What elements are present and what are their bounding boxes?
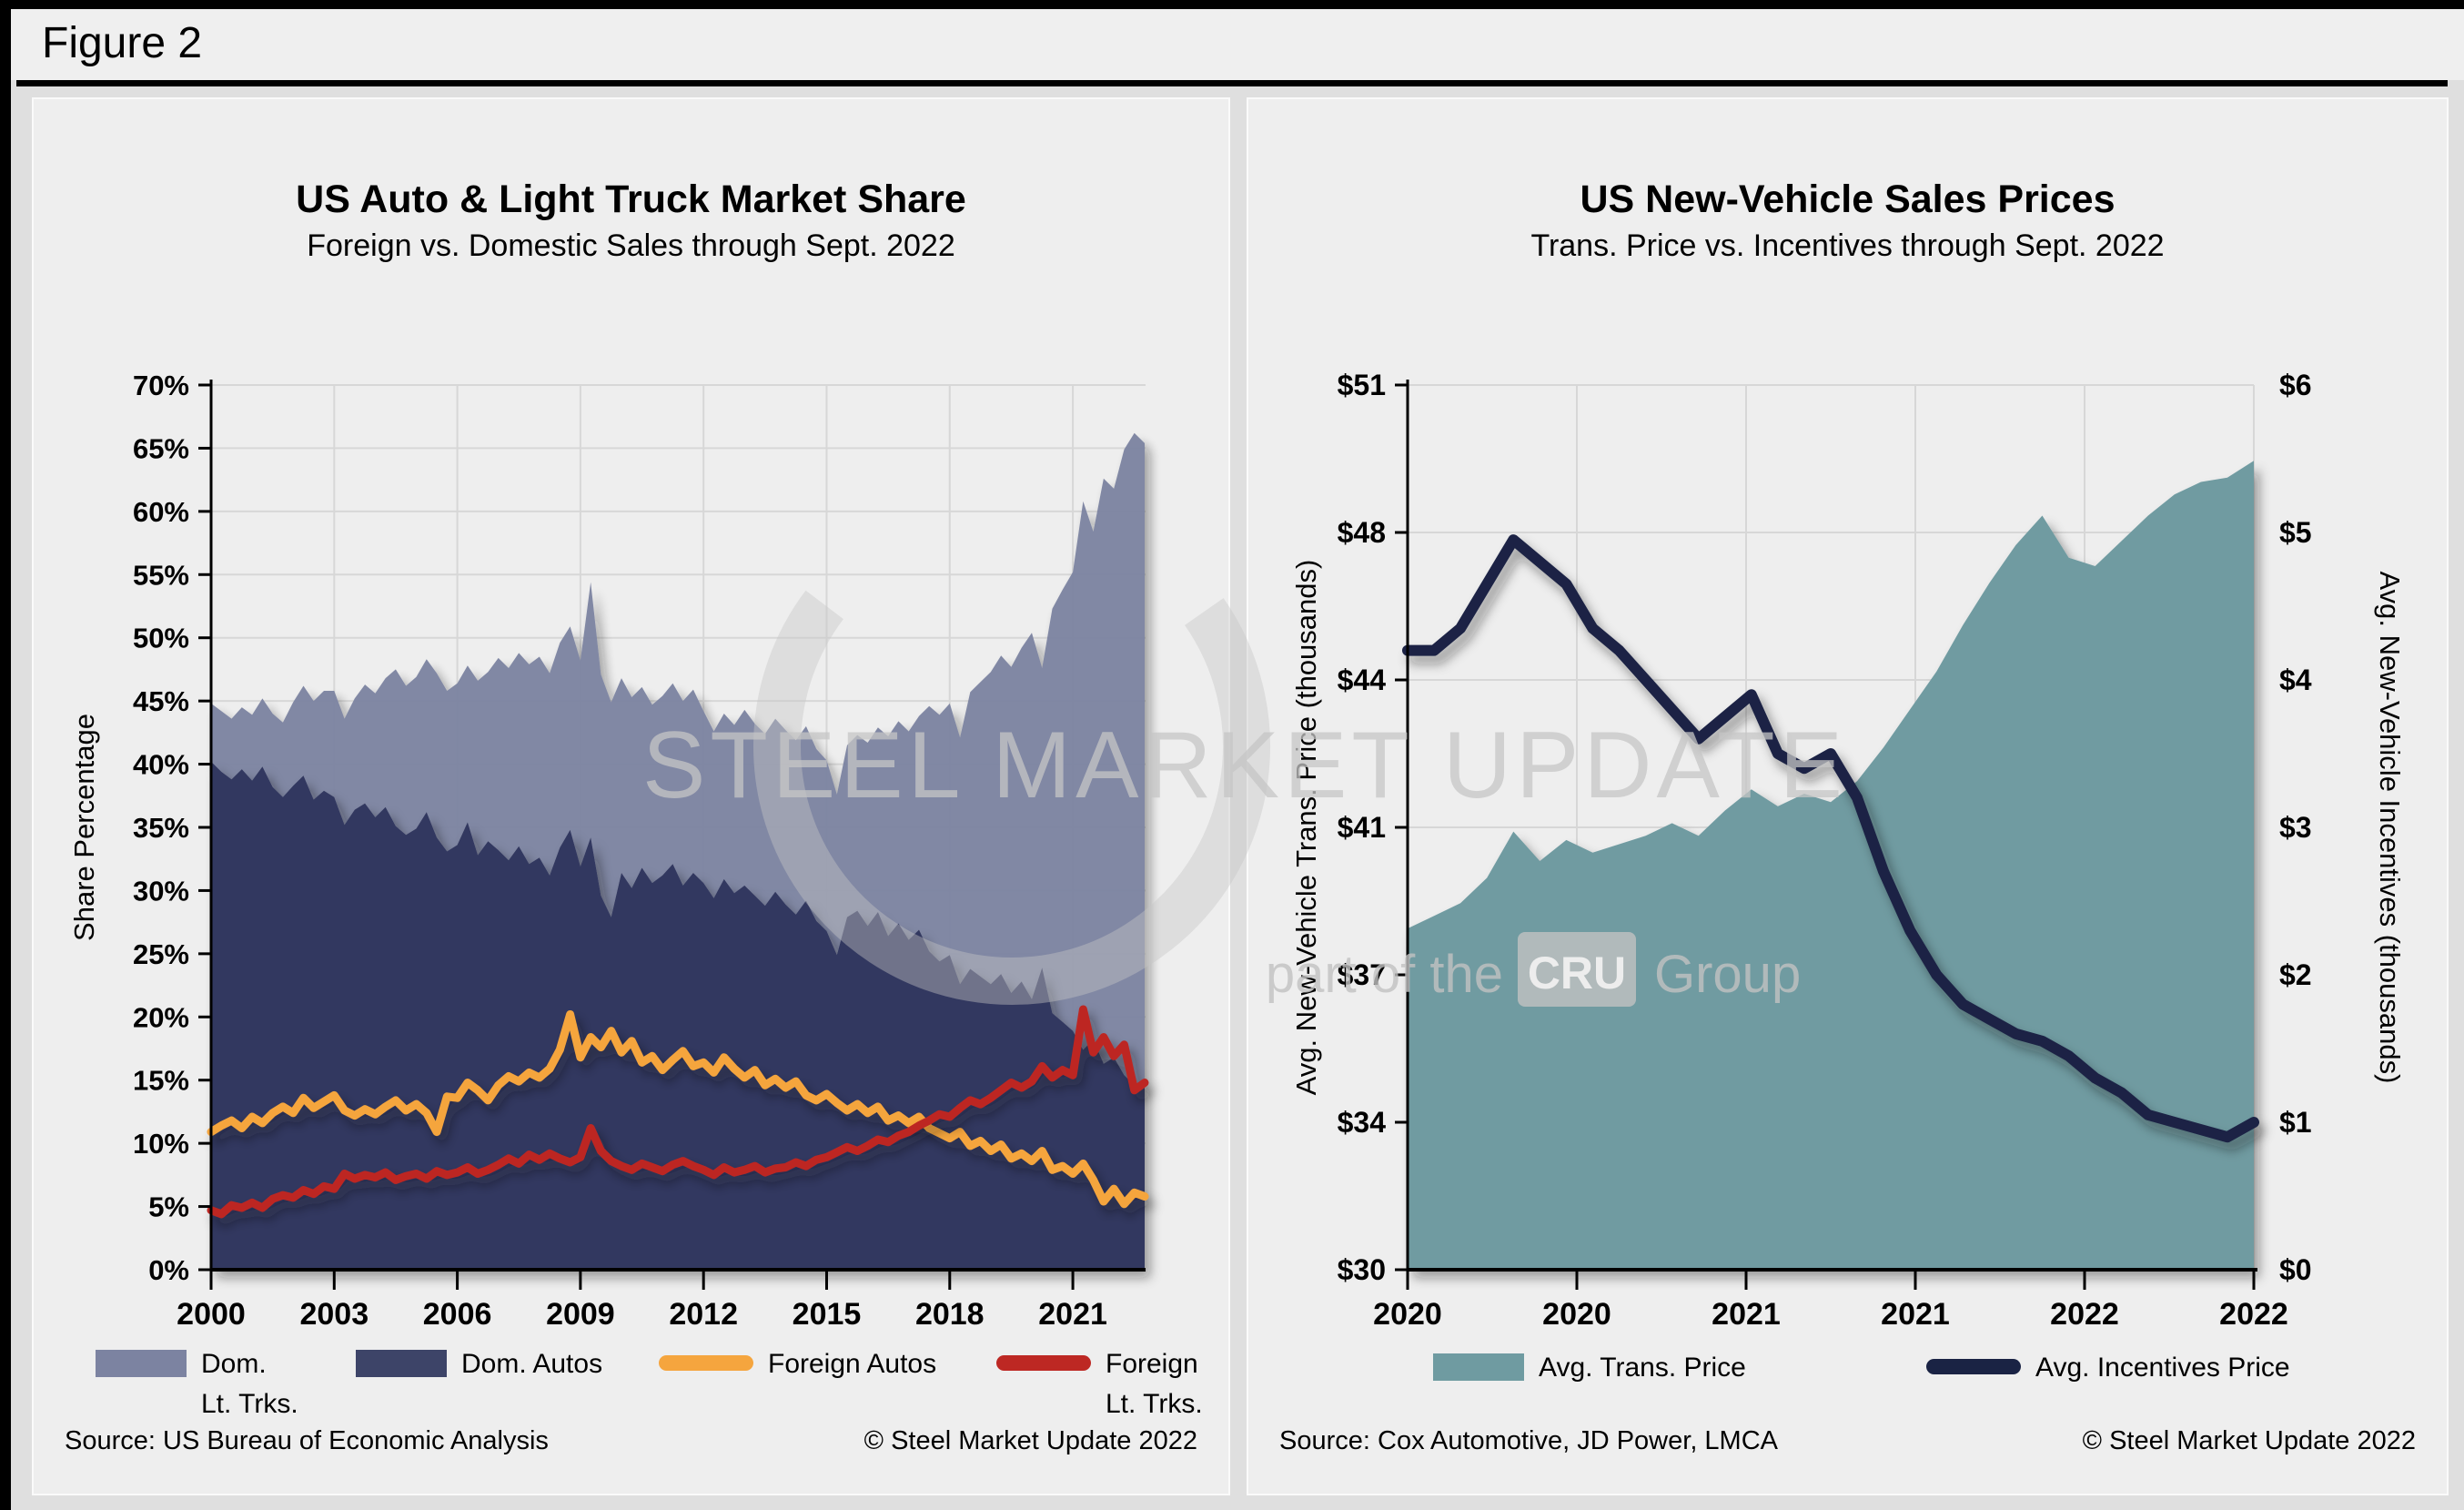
- legend-item-foreign-lt-trks: Foreign Lt. Trks.: [996, 1344, 1203, 1424]
- market-share-subtitle: Foreign vs. Domestic Sales through Sept.…: [307, 228, 955, 263]
- x-tick-label: 2022: [2050, 1297, 2119, 1332]
- right-y-tick-label: $0: [2279, 1253, 2312, 1286]
- market-share-panel: 70% 65% 60% 55% 50% 45% 40% 35% 30% 25% 20% 15% 10% 5…: [32, 97, 1230, 1495]
- x-tick-label: 2020: [1373, 1297, 1442, 1332]
- right-y-tick-label: $3: [2279, 811, 2312, 844]
- right-y-tick-label: $6: [2279, 369, 2312, 401]
- left-y-tick-label: $41: [1338, 811, 1386, 844]
- y-tick-label: 60%: [133, 496, 189, 528]
- figure-header: Figure 2: [11, 9, 2464, 80]
- y-tick-label: 40%: [133, 749, 189, 781]
- y-tick-label: 10%: [133, 1128, 189, 1160]
- y-tick-label: 70%: [133, 370, 189, 401]
- market-share-chart: 70% 65% 60% 55% 50% 45% 40% 35% 30% 25% 20% 15% 10% 5…: [133, 370, 1149, 1332]
- plot-area: $51 $48 $44 $41 $37 $34 $30 $6 $5 $4 $3 $2 $1 $0 2020 2…: [1338, 369, 2312, 1332]
- left-y-tick-label: $44: [1338, 664, 1387, 696]
- foreign-autos-swatch: [659, 1355, 753, 1371]
- x-tick-label: 2006: [423, 1297, 492, 1332]
- sales-prices-chart: $51 $48 $44 $41 $37 $34 $30 $6 $5 $4 $3 $2 $1 $0 2020 2…: [1338, 369, 2312, 1332]
- share-percentage-axis-label: Share Percentage: [68, 714, 100, 941]
- line-foreign-lt-trks: [207, 1005, 1149, 1219]
- legend-item-avg-trans-price: Avg. Trans. Price: [1433, 1348, 1746, 1388]
- sales-prices-panel: $51 $48 $44 $41 $37 $34 $30 $6 $5 $4 $3 $2 $1 $0 2020 2…: [1247, 97, 2449, 1495]
- legend-label: Dom. Lt. Trks.: [201, 1349, 298, 1419]
- legend-item-avg-incentives-price: Avg. Incentives Price: [1926, 1348, 2290, 1388]
- sales-prices-copyright: © Steel Market Update 2022: [2082, 1426, 2416, 1455]
- avg-incentives-swatch: [1926, 1359, 2021, 1374]
- x-tick-label: 2000: [177, 1297, 246, 1332]
- y-tick-label: 35%: [133, 812, 189, 844]
- legend-label: Foreign Lt. Trks.: [1106, 1349, 1203, 1419]
- legend-label: Avg. Incentives Price: [2035, 1353, 2290, 1383]
- x-tick-label: 2009: [546, 1297, 615, 1332]
- right-y-tick-label: $5: [2279, 516, 2312, 549]
- left-y-tick-label: $51: [1338, 369, 1386, 401]
- y-tick-label: 0%: [148, 1254, 189, 1286]
- y-tick-label: 5%: [148, 1191, 189, 1223]
- x-tick-label: 2022: [2219, 1297, 2288, 1332]
- market-share-source: Source: US Bureau of Economic Analysis: [65, 1426, 549, 1455]
- market-share-title: US Auto & Light Truck Market Share: [296, 177, 966, 221]
- dom-autos-swatch: [356, 1350, 447, 1377]
- left-y-tick-label: $48: [1338, 516, 1386, 549]
- x-tick-label: 2020: [1542, 1297, 1611, 1332]
- legend-item-foreign-autos: Foreign Autos: [659, 1344, 936, 1384]
- x-tick-label: 2018: [915, 1297, 985, 1332]
- y-tick-label: 50%: [133, 623, 189, 654]
- right-y-tick-label: $4: [2279, 664, 2312, 696]
- y-tick-label: 65%: [133, 432, 189, 464]
- avg-trans-price-swatch: [1433, 1353, 1524, 1381]
- right-y-tick-label: $2: [2279, 958, 2312, 991]
- line-avg-incentives: [1402, 534, 2259, 1143]
- y-tick-label: 30%: [133, 875, 189, 907]
- legend-item-dom-autos: Dom. Autos: [356, 1344, 602, 1384]
- foreign-lt-trks-swatch: [996, 1355, 1091, 1371]
- area-dom-autos: [211, 761, 1145, 1270]
- sales-prices-subtitle: Trans. Price vs. Incentives through Sept…: [1530, 228, 2165, 263]
- incentives-axis-label: Avg. New-Vehicle Incentives (thousands): [2374, 571, 2406, 1084]
- legend-item-dom-lt-trks: Dom. Lt. Trks.: [96, 1344, 298, 1424]
- market-share-copyright: © Steel Market Update 2022: [863, 1426, 1197, 1455]
- x-tick-label: 2021: [1712, 1297, 1781, 1332]
- y-tick-label: 45%: [133, 685, 189, 717]
- sales-prices-source: Source: Cox Automotive, JD Power, LMCA: [1279, 1426, 1778, 1455]
- line-foreign-autos: [207, 1010, 1149, 1209]
- left-y-tick-label: $30: [1338, 1253, 1386, 1286]
- area-dom-lt-trks: [211, 432, 1145, 1086]
- legend-label: Foreign Autos: [768, 1349, 937, 1379]
- y-tick-label: 15%: [133, 1065, 189, 1097]
- x-tick-label: 2003: [299, 1297, 369, 1332]
- left-y-tick-label: $34: [1338, 1106, 1387, 1139]
- y-tick-label: 25%: [133, 938, 189, 970]
- figure-label: Figure 2: [42, 19, 203, 67]
- legend-label: Dom. Autos: [461, 1349, 603, 1379]
- figure-content: Figure 2 70% 65% 60% 55% 50% 45% 40% 35% 30% 25% 2…: [11, 9, 2464, 1510]
- y-tick-label: 55%: [133, 559, 189, 591]
- y-tick-label: 20%: [133, 1001, 189, 1033]
- x-tick-label: 2012: [669, 1297, 738, 1332]
- x-tick-label: 2015: [793, 1297, 862, 1332]
- left-y-tick-label: $37: [1338, 958, 1386, 991]
- right-y-tick-label: $1: [2279, 1106, 2312, 1139]
- x-tick-label: 2021: [1881, 1297, 1950, 1332]
- trans-price-axis-label: Avg. New-Vehicle Trans. Price (thousands…: [1290, 559, 1322, 1096]
- plot-area: 70% 65% 60% 55% 50% 45% 40% 35% 30% 25% 20% 15% 10% 5…: [133, 370, 1149, 1332]
- sales-prices-title: US New-Vehicle Sales Prices: [1580, 177, 2116, 221]
- header-divider: [16, 80, 2448, 86]
- x-tick-label: 2021: [1038, 1297, 1107, 1332]
- legend-label: Avg. Trans. Price: [1539, 1353, 1746, 1383]
- area-avg-trans-price: [1408, 461, 2254, 1270]
- dom-lt-trks-swatch: [96, 1350, 187, 1377]
